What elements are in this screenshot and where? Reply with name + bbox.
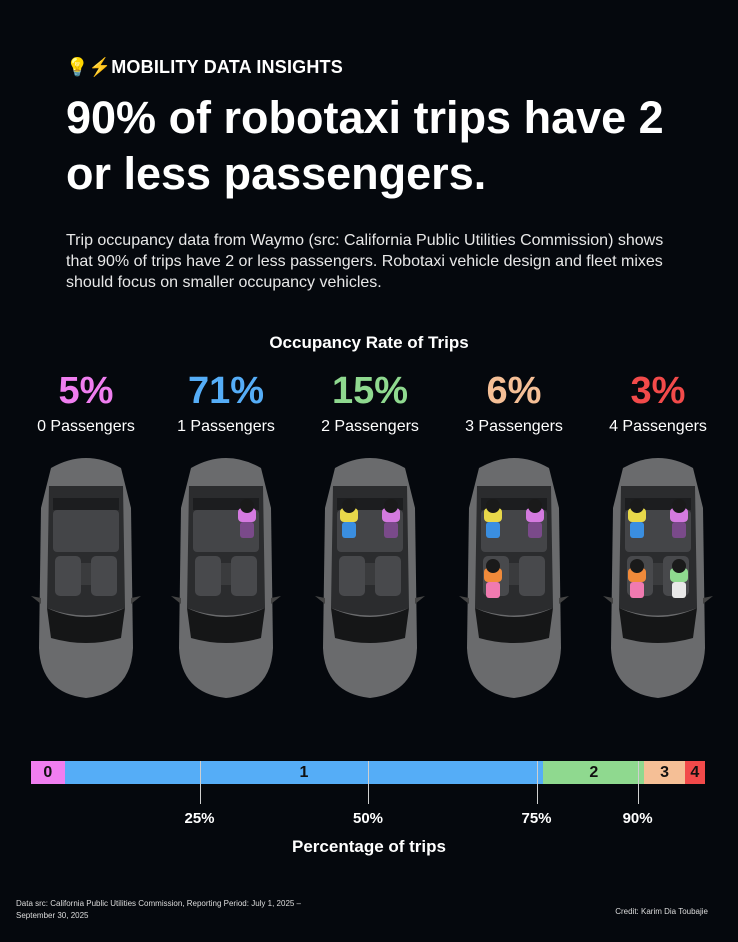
category-1: 71% 1 Passengers	[154, 368, 298, 436]
passenger-icon	[628, 559, 646, 598]
value-label: 15%	[331, 370, 409, 412]
car-icon	[459, 458, 569, 698]
passenger-icon	[526, 499, 544, 538]
passenger-icon	[670, 499, 688, 538]
credit: Credit: Karim Dia Toubajie	[615, 907, 708, 916]
tick-label: 75%	[521, 810, 552, 827]
bar-segment-1: 1	[64, 761, 544, 784]
data-source: Data src: California Public Utilities Co…	[16, 899, 302, 920]
category-0: 5% 0 Passengers	[14, 368, 158, 436]
car-icon	[31, 458, 141, 698]
passenger-icon	[238, 499, 256, 538]
tick-label: 90%	[622, 810, 653, 827]
category-label: 4 Passengers	[609, 418, 707, 435]
bar-segment-4: 4	[684, 761, 705, 784]
kicker: 💡⚡MOBILITY DATA INSIGHTS	[66, 57, 343, 78]
tick-line	[536, 761, 538, 804]
bar-segment-3: 3	[644, 761, 685, 784]
value-label: 5%	[58, 370, 114, 412]
x-axis-label: Percentage of trips	[292, 837, 446, 856]
passenger-icon	[484, 499, 502, 538]
chart-title: Occupancy Rate of Trips	[269, 333, 469, 352]
page-title: 90% of robotaxi trips have 2 or less pas…	[66, 92, 664, 199]
kicker-text: MOBILITY DATA INSIGHTS	[111, 57, 343, 77]
car-icon	[171, 458, 281, 698]
car-icon	[315, 458, 425, 698]
tick-line	[637, 761, 639, 804]
tick-line	[368, 761, 369, 804]
car-icon	[603, 458, 713, 698]
passenger-icon	[484, 559, 502, 598]
category-label: 0 Passengers	[37, 418, 135, 435]
category-2: 15% 2 Passengers	[298, 368, 442, 436]
passenger-icon	[670, 559, 688, 598]
category-label: 2 Passengers	[321, 418, 419, 435]
bar-segment-0: 0	[31, 761, 65, 784]
bulb-bolt-icon: 💡⚡	[66, 57, 112, 77]
value-label: 6%	[486, 370, 542, 412]
tick-label: 50%	[352, 810, 384, 827]
category-3: 6% 3 Passengers	[442, 368, 586, 436]
category-label: 1 Passengers	[177, 418, 275, 435]
value-label: 3%	[630, 370, 686, 412]
category-label: 3 Passengers	[465, 418, 563, 435]
passenger-icon	[340, 499, 358, 538]
passenger-icon	[382, 499, 400, 538]
description: Trip occupancy data from Waymo (src: Cal…	[66, 232, 664, 291]
tick-label: 25%	[184, 810, 215, 827]
value-label: 71%	[187, 370, 265, 412]
category-4: 3% 4 Passengers	[586, 368, 730, 436]
tick-line	[199, 761, 201, 804]
bar-segment-2: 2	[543, 761, 645, 784]
passenger-icon	[628, 499, 646, 538]
